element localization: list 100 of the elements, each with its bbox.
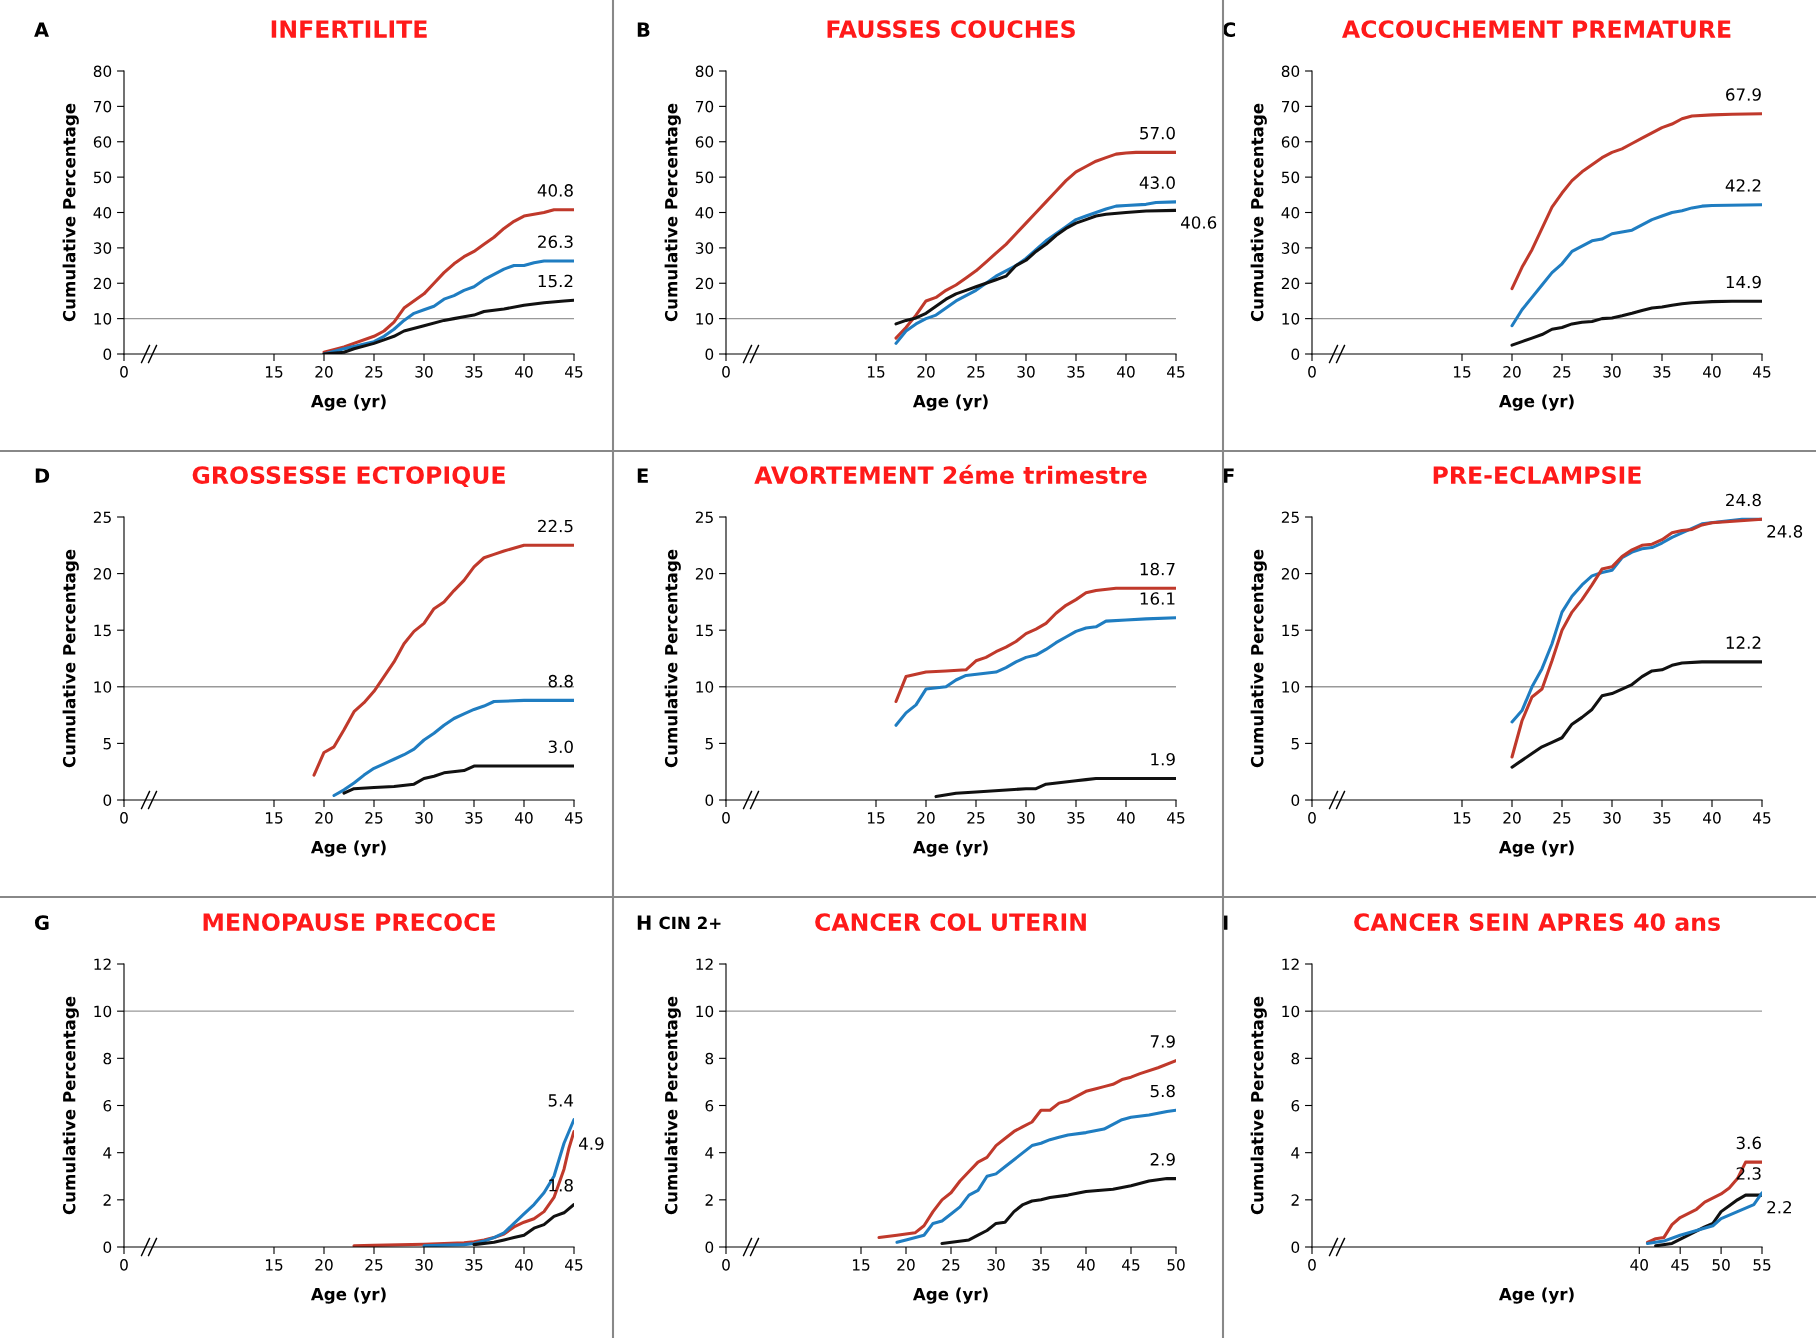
y-axis-title: Cumulative Percentage — [664, 103, 681, 322]
x-tick-label: 15 — [867, 812, 885, 824]
y-tick-label: 12 — [1282, 958, 1299, 970]
annotation: 40.8 — [537, 184, 573, 197]
x-tick-label: 15 — [867, 366, 885, 378]
x-tick-label: 20 — [897, 1259, 915, 1271]
y-tick-label: 10 — [94, 681, 112, 693]
chart-title: AVORTEMENT 2éme trimestre — [754, 464, 1147, 484]
y-axis-title: Cumulative Percentage — [62, 996, 79, 1215]
x-tick-label: 45 — [1753, 812, 1771, 824]
y-tick-label: 4 — [103, 1147, 112, 1159]
y-axis-title: Cumulative Percentage — [1250, 996, 1267, 1215]
x-tick-label: 30 — [415, 812, 433, 824]
chart-title: CANCER SEIN APRES 40 ans — [1354, 913, 1720, 931]
x-tick-label: 15 — [265, 812, 283, 824]
y-tick-label: 8 — [1291, 1052, 1300, 1065]
annotation: 43.0 — [1139, 176, 1175, 189]
x-tick-label: 40 — [1077, 1259, 1095, 1271]
y-tick-label: 60 — [93, 136, 112, 148]
x-tick-label: 20 — [1503, 366, 1521, 378]
y-tick-label: 40 — [1281, 206, 1300, 219]
x-tick-label: 20 — [917, 812, 935, 824]
y-tick-label: 25 — [1281, 511, 1299, 524]
y-tick-label: 15 — [94, 624, 111, 637]
y-tick-label: 0 — [103, 348, 112, 361]
y-axis-title: Cumulative Percentage — [664, 549, 681, 768]
line-series — [940, 1177, 1176, 1245]
x-tick-label: 30 — [1603, 366, 1621, 378]
chart-title: INFERTILITE — [271, 20, 427, 38]
y-tick-label: 8 — [705, 1052, 714, 1065]
x-axis-title: Age (yr) — [310, 1287, 386, 1304]
annotation: 42.2 — [1725, 179, 1761, 192]
x-tick-label: 40 — [1630, 1259, 1648, 1271]
x-tick-label: 40 — [1703, 366, 1721, 378]
y-tick-label: 0 — [1291, 794, 1300, 807]
line-series — [1510, 112, 1762, 291]
y-tick-label: 50 — [93, 171, 112, 184]
x-tick-label: 40 — [1117, 812, 1135, 824]
x-tick-label: 30 — [415, 1259, 433, 1271]
y-tick-label: 2 — [103, 1194, 111, 1206]
text: B — [637, 22, 650, 37]
x-tick-label: 35 — [1032, 1259, 1050, 1271]
x-tick-label: 55 — [1753, 1259, 1771, 1271]
line-series — [1510, 660, 1762, 769]
y-tick-label: 10 — [94, 1005, 112, 1018]
x-tick-label: 25 — [967, 366, 985, 378]
x-tick-label: 0 — [722, 812, 730, 824]
y-tick-label: 15 — [696, 624, 713, 637]
line-series — [342, 764, 574, 795]
x-tick-label: 40 — [1703, 812, 1721, 824]
y-tick-label: 10 — [1282, 313, 1300, 325]
x-tick-label: 45 — [1167, 812, 1185, 824]
x-axis-title: Age (yr) — [912, 840, 988, 857]
x-tick-label: 45 — [1167, 366, 1185, 378]
y-tick-label: 6 — [705, 1099, 714, 1112]
annotation: 12.2 — [1726, 636, 1761, 649]
text: CIN 2+ — [659, 916, 721, 930]
y-tick-label: 40 — [695, 206, 714, 219]
y-tick-label: 0 — [705, 348, 714, 361]
y-axis-title: Cumulative Percentage — [1250, 549, 1267, 768]
text: A — [34, 22, 49, 37]
x-tick-label: 35 — [465, 812, 483, 824]
x-tick-label: 25 — [967, 812, 985, 824]
x-tick-label: 15 — [265, 366, 283, 378]
x-tick-label: 30 — [1017, 366, 1035, 378]
line-series — [1510, 203, 1762, 328]
x-tick-label: 15 — [1453, 812, 1471, 824]
chart-title: CANCER COL UTERIN — [815, 913, 1086, 931]
y-tick-label: 15 — [1282, 624, 1299, 637]
text: G — [34, 915, 49, 931]
y-tick-label: 2 — [1291, 1194, 1299, 1206]
annotation: 26.3 — [538, 235, 573, 249]
x-tick-label: 20 — [315, 366, 333, 378]
annotation: 5.4 — [548, 1094, 574, 1107]
y-tick-label: 70 — [696, 100, 714, 113]
y-tick-label: 0 — [103, 794, 112, 807]
y-tick-label: 10 — [696, 681, 714, 693]
y-tick-label: 4 — [705, 1147, 714, 1159]
y-tick-label: 10 — [696, 1005, 714, 1018]
annotation: 40.6 — [1180, 216, 1217, 229]
x-axis-title: Age (yr) — [310, 394, 386, 411]
y-tick-label: 0 — [705, 1241, 714, 1254]
y-tick-label: 50 — [695, 171, 714, 184]
y-tick-label: 6 — [1291, 1099, 1300, 1112]
x-tick-label: 35 — [465, 366, 483, 378]
x-tick-label: 25 — [942, 1259, 960, 1271]
chart-title: FAUSSES COUCHES — [827, 20, 1075, 38]
y-tick-label: 70 — [94, 100, 112, 113]
y-tick-label: 70 — [1282, 100, 1300, 113]
annotation: 14.9 — [1726, 275, 1761, 289]
y-tick-label: 25 — [93, 511, 111, 524]
x-tick-label: 40 — [1117, 366, 1135, 378]
x-tick-label: 0 — [120, 366, 128, 378]
y-tick-label: 20 — [1281, 568, 1300, 580]
x-tick-label: 25 — [365, 1259, 383, 1271]
x-tick-label: 35 — [1067, 366, 1085, 378]
annotation: 1.9 — [1151, 752, 1175, 766]
x-tick-label: 45 — [1671, 1259, 1689, 1271]
x-axis-title: Age (yr) — [912, 1287, 988, 1304]
y-tick-label: 10 — [1282, 1005, 1300, 1018]
